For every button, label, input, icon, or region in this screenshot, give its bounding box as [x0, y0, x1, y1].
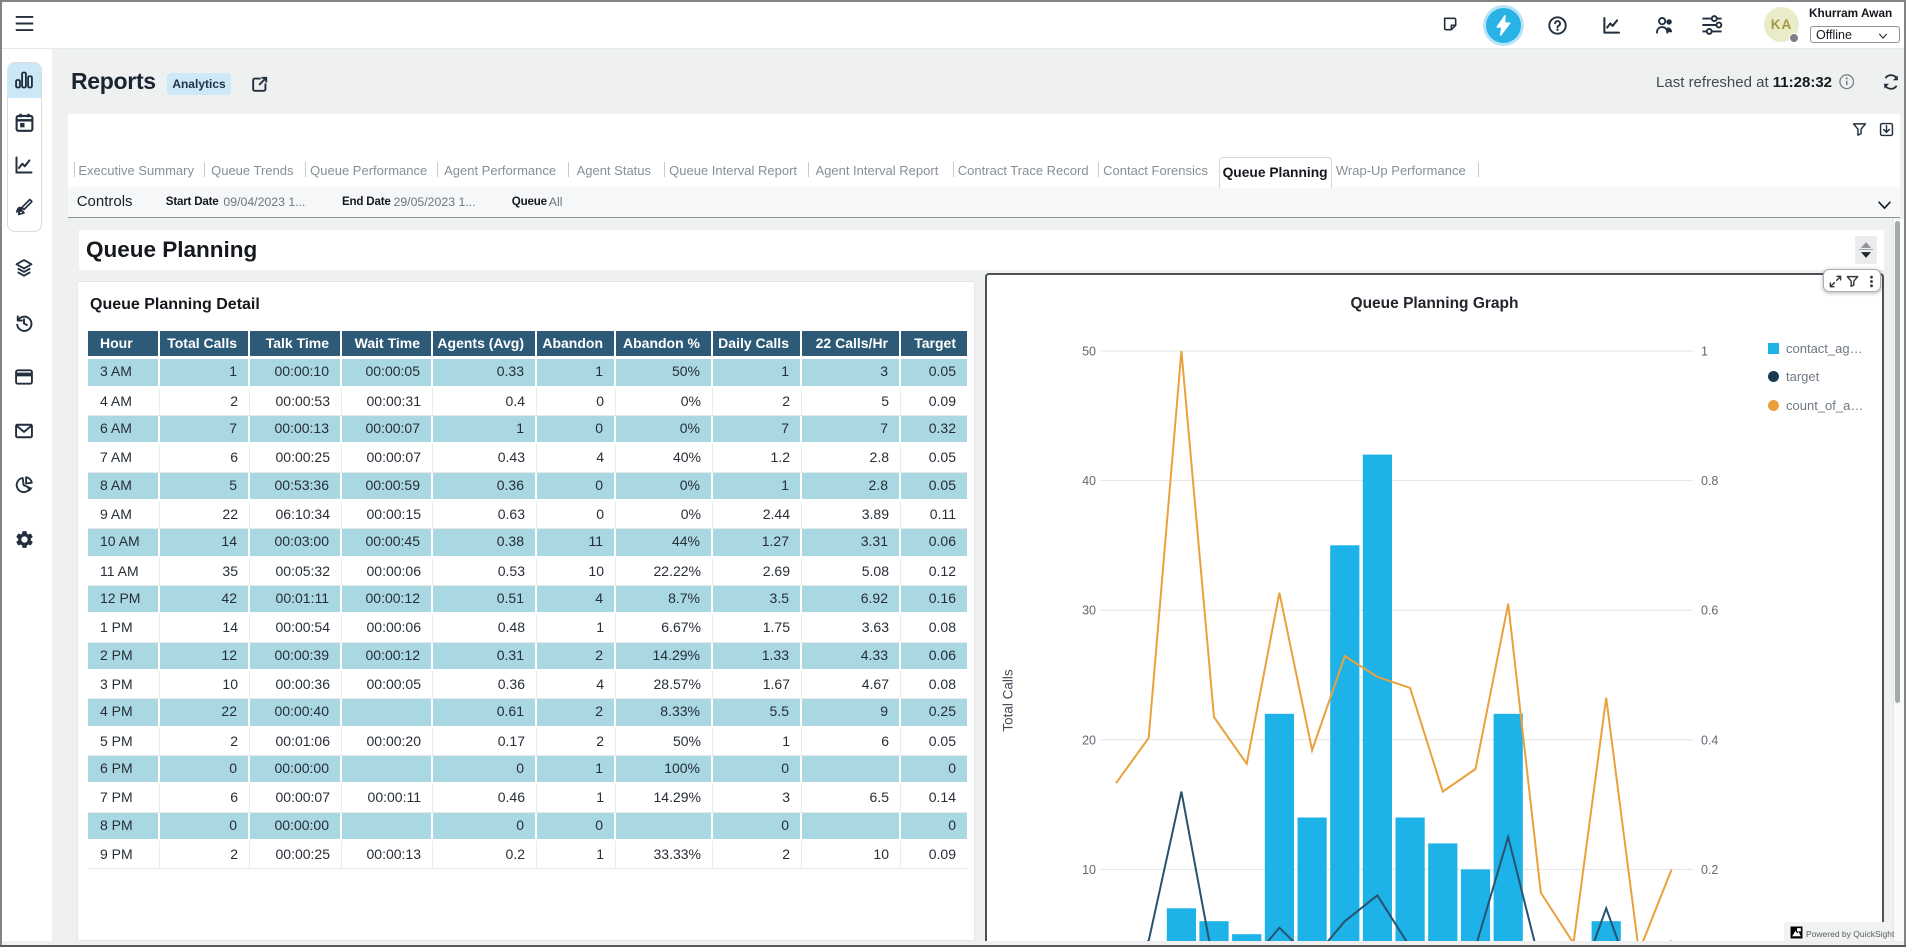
- svg-text:0.8: 0.8: [1701, 474, 1718, 488]
- svg-text:10: 10: [1082, 863, 1096, 877]
- svg-text:50: 50: [1082, 345, 1096, 359]
- svg-text:1: 1: [1701, 345, 1708, 359]
- svg-text:0.6: 0.6: [1701, 604, 1718, 618]
- svg-text:0.2: 0.2: [1701, 863, 1718, 877]
- svg-text:0.4: 0.4: [1701, 733, 1718, 747]
- svg-text:20: 20: [1082, 733, 1096, 747]
- svg-text:40: 40: [1082, 474, 1096, 488]
- svg-text:30: 30: [1082, 604, 1096, 618]
